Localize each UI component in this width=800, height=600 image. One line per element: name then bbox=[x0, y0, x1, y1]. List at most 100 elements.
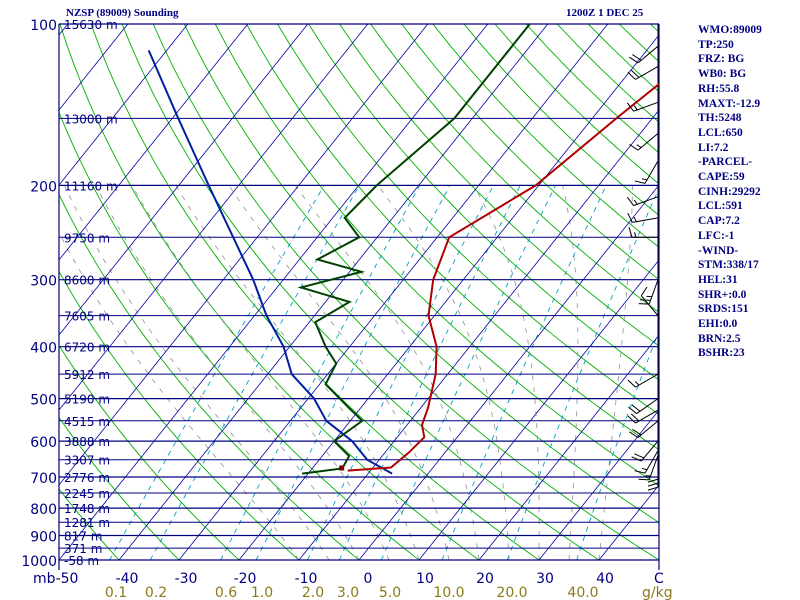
barb-half-flag bbox=[633, 216, 637, 222]
isobar-lines bbox=[58, 23, 660, 570]
moist-adiabat bbox=[598, 185, 633, 561]
height-label: 8600 m bbox=[64, 274, 110, 288]
isotherm bbox=[59, 24, 489, 561]
stat-line: BRN:2.5 bbox=[698, 332, 741, 345]
barb-flag bbox=[632, 428, 642, 436]
barb-flag bbox=[631, 404, 641, 412]
barb-staff bbox=[637, 133, 659, 151]
height-label: 1748 m bbox=[64, 502, 110, 516]
height-label: 817 m bbox=[64, 529, 102, 543]
temperature-tick-label: -40 bbox=[116, 571, 139, 587]
temperature-unit-label: C bbox=[654, 571, 664, 587]
stat-line: LI:7.2 bbox=[698, 141, 729, 154]
mixing-ratio-line bbox=[149, 185, 360, 561]
barb-flag bbox=[647, 482, 659, 487]
isotherm bbox=[358, 184, 659, 561]
barb-flag bbox=[634, 180, 646, 184]
stat-line: SHR+:0.0 bbox=[698, 288, 747, 301]
height-label: 2245 m bbox=[64, 487, 110, 501]
stat-line: LCL:650 bbox=[698, 126, 743, 139]
pressure-tick-label: 700 bbox=[30, 471, 57, 487]
temperature-tick-label: -10 bbox=[295, 571, 318, 587]
pressure-tick-label: 300 bbox=[30, 274, 57, 290]
temperature-tick-label: 30 bbox=[536, 571, 554, 587]
barb-flag bbox=[640, 286, 648, 296]
temperature-tick-label: 40 bbox=[596, 571, 614, 587]
moist-adiabat bbox=[59, 231, 300, 561]
wind-barb bbox=[628, 398, 659, 414]
moist-adiabat bbox=[95, 185, 360, 561]
mixing-ratio-label: 0.6 bbox=[215, 585, 237, 600]
mixing-ratio-label: 10.0 bbox=[433, 585, 464, 600]
barb-staff bbox=[644, 450, 659, 474]
wind-barb bbox=[634, 450, 659, 474]
pressure-tick-label: 1000 bbox=[21, 554, 57, 570]
pressure-tick-label: 400 bbox=[30, 341, 57, 357]
mixing-ratio-label: 0.1 bbox=[105, 585, 127, 600]
stat-line: SRDS:151 bbox=[698, 303, 749, 316]
stat-line: MAXT:-12.9 bbox=[698, 97, 761, 110]
mixing-ratio-line bbox=[109, 185, 325, 561]
stat-line: FRZ: BG bbox=[698, 53, 745, 66]
isotherm bbox=[478, 334, 659, 561]
dry-adiabat bbox=[152, 24, 659, 561]
barb-flag bbox=[629, 56, 639, 64]
barb-staff bbox=[648, 455, 659, 480]
stat-line: -PARCEL- bbox=[698, 156, 753, 169]
stat-line: TH:5248 bbox=[698, 112, 742, 125]
pressure-unit-label: mb bbox=[33, 571, 56, 587]
stat-line: BSHR:23 bbox=[698, 347, 745, 360]
height-label: 371 m bbox=[64, 542, 102, 556]
barb-staff bbox=[632, 217, 659, 223]
wind-barb bbox=[629, 133, 659, 151]
isotherm bbox=[418, 259, 659, 561]
barb-flag bbox=[634, 453, 645, 459]
wind-barb bbox=[640, 286, 659, 316]
height-label: 11160 m bbox=[64, 179, 118, 193]
stat-line: CAP:7.2 bbox=[698, 215, 740, 228]
height-label: 9750 m bbox=[64, 231, 110, 245]
wind-barb bbox=[647, 461, 659, 491]
isotherm bbox=[59, 24, 189, 186]
barb-flag bbox=[629, 431, 639, 438]
temperature-tick-label: -30 bbox=[175, 571, 198, 587]
stat-line: HEL:31 bbox=[698, 273, 738, 286]
mixing-ratio-label: 2.0 bbox=[302, 585, 324, 600]
wind-barb bbox=[626, 101, 659, 112]
isotherm bbox=[59, 24, 429, 486]
sounding-time: 1200Z 1 DEC 25 bbox=[566, 7, 644, 19]
barb-staff bbox=[635, 409, 659, 424]
mixing-ratio-label: 20.0 bbox=[496, 585, 527, 600]
stat-line: WB0: BG bbox=[698, 68, 747, 81]
temperature-tick-label: -50 bbox=[56, 571, 79, 587]
surface-marker bbox=[339, 465, 345, 471]
barb-flag bbox=[626, 196, 634, 206]
barb-flag bbox=[629, 143, 639, 151]
temperature-tick-label: 10 bbox=[416, 571, 434, 587]
wind-barb bbox=[627, 409, 659, 424]
stat-line: STM:338/17 bbox=[698, 259, 759, 272]
height-label: 7605 m bbox=[64, 310, 110, 324]
stat-line: RH:55.8 bbox=[698, 82, 740, 95]
mixing-ratio-label: 0.2 bbox=[145, 585, 167, 600]
barb-staff bbox=[637, 420, 659, 438]
barb-half-flag bbox=[641, 467, 648, 471]
chart-title: NZSP (89009) Sounding bbox=[66, 7, 179, 19]
moist-adiabat bbox=[228, 185, 450, 561]
barb-flag bbox=[627, 212, 633, 223]
barb-staff bbox=[640, 440, 659, 462]
barb-staff bbox=[633, 101, 659, 112]
moist-adiabat bbox=[294, 185, 480, 561]
moist-adiabat bbox=[562, 185, 579, 561]
isotherm bbox=[538, 409, 659, 561]
barb-flag bbox=[647, 486, 659, 491]
stat-line: CINH:29292 bbox=[698, 185, 761, 198]
wind-barb bbox=[629, 420, 659, 438]
wind-barb bbox=[634, 160, 659, 184]
wind-barb bbox=[631, 440, 659, 462]
pressure-tick-label: 500 bbox=[30, 393, 57, 409]
wind-barb bbox=[627, 212, 659, 223]
barb-flag bbox=[631, 69, 640, 78]
